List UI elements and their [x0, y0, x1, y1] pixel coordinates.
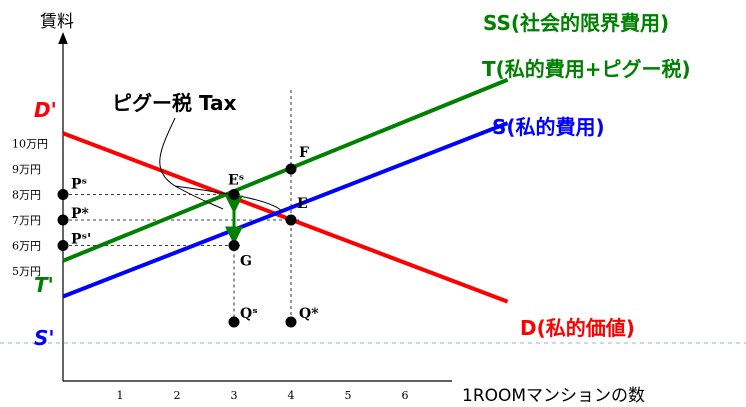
social-cost-caption: SS(社会的限界費用): [483, 11, 669, 35]
x-tick-label: 3: [231, 389, 238, 402]
point-label: G: [240, 254, 252, 270]
y-axis-label: 賃料: [40, 12, 74, 32]
point-label: Qˢ: [240, 306, 258, 322]
point-marker: [57, 189, 69, 200]
y-tick-label: 10万円: [12, 138, 48, 151]
point-marker: [285, 316, 297, 328]
x-tick-label: 1: [117, 389, 124, 402]
x-tick-label: 2: [174, 389, 181, 402]
point-label: Pˢ': [71, 232, 91, 248]
tax-annotation-pointer: [159, 117, 224, 210]
point-label: Eˢ: [228, 173, 244, 189]
demand-intercept-label: D': [34, 98, 57, 122]
point-marker: [57, 240, 69, 251]
demand-curve: [62, 131, 509, 304]
tax-annotation: ピグー税 Tax: [112, 91, 237, 115]
x-axis-label: 1ROOMマンションの数: [462, 386, 645, 406]
y-tick-label: 5万円: [12, 265, 41, 278]
tax-curve-caption: T(私的費用+ピグー税): [482, 57, 691, 81]
y-tick-label: 6万円: [12, 240, 41, 253]
x-tick-label: 5: [345, 389, 352, 402]
tax-intercept-label: T': [34, 273, 54, 297]
ticks: 1 2 3 4 5 6 5万円 6万円 7万円 8万円 9万円 10万円: [12, 138, 409, 403]
point-label: F: [299, 145, 309, 161]
y-tick-label: 8万円: [12, 189, 41, 202]
x-tick-label: 6: [402, 389, 409, 402]
x-tick-label: 4: [288, 389, 295, 402]
supply-intercept-label: S': [34, 326, 55, 350]
point-label: P*: [71, 206, 90, 222]
point-label: Pˢ: [71, 177, 87, 193]
point-label: Q*: [299, 306, 319, 322]
supply-curve: [62, 121, 509, 299]
point-marker: [285, 163, 297, 175]
point-marker: [228, 240, 240, 251]
demand-curve-caption: D(私的価値): [520, 316, 635, 340]
point-marker: [228, 189, 240, 200]
supply-curve-caption: S(私的費用): [492, 115, 605, 139]
tax-curve: [62, 77, 509, 263]
point-marker: [228, 316, 240, 328]
guide-lines: [63, 90, 299, 322]
point-label: E: [297, 196, 308, 212]
curves: [62, 77, 509, 304]
y-tick-label: 7万円: [12, 214, 41, 227]
point-marker: [285, 214, 297, 226]
points: F Eˢ E G Pˢ P* Pˢ' Qˢ Q*: [57, 145, 319, 328]
y-tick-label: 9万円: [12, 163, 41, 176]
point-marker: [57, 214, 69, 226]
